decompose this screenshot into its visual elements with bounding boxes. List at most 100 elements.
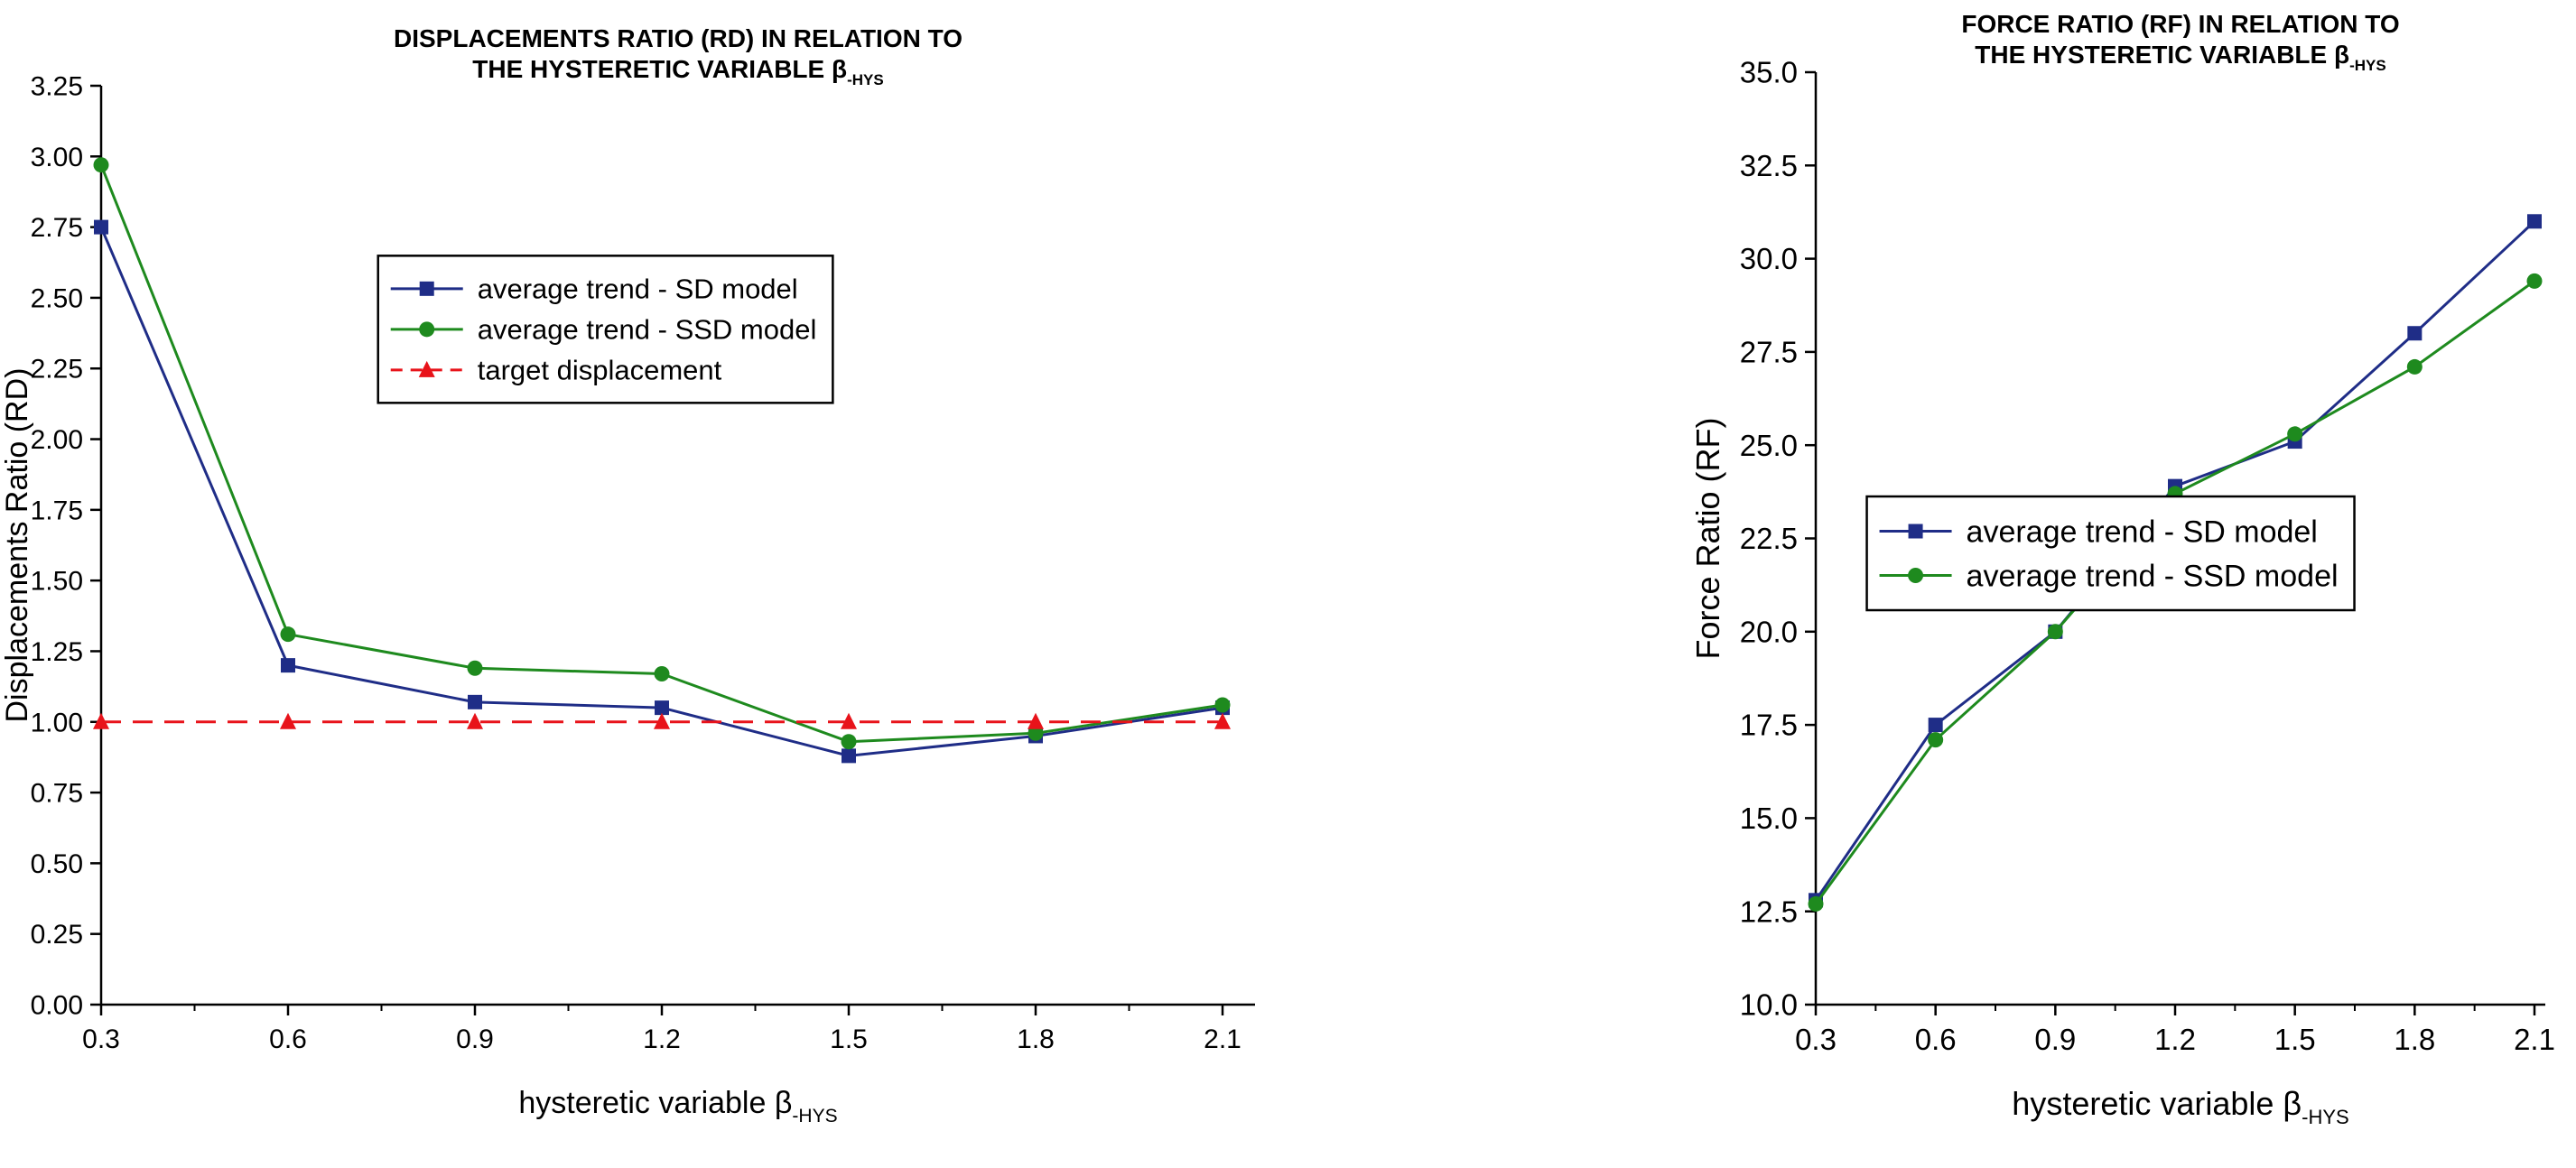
marker-circle bbox=[841, 734, 857, 750]
x-tick-label: 1.5 bbox=[2274, 1023, 2316, 1056]
marker-circle bbox=[93, 157, 109, 173]
marker-circle bbox=[1908, 568, 1924, 584]
series-line bbox=[99, 164, 1223, 744]
marker-triangle bbox=[280, 712, 296, 729]
x-tick-label: 1.5 bbox=[830, 1024, 868, 1054]
marker-square bbox=[281, 658, 295, 673]
series-1 bbox=[93, 157, 1231, 750]
y-tick-label: 27.5 bbox=[1740, 335, 1798, 368]
marker-square bbox=[1908, 524, 1923, 539]
marker-circle bbox=[280, 626, 296, 643]
axes: 0.00 0.25 0.50 0.75 1.00 1.25 1.50 1.75 2.00 2.25… bbox=[31, 72, 1255, 1054]
y-tick-label: 0.25 bbox=[31, 920, 83, 950]
y-tick-label: 30.0 bbox=[1740, 242, 1798, 275]
marker-circle bbox=[1808, 895, 1824, 912]
y-tick-label: 0.00 bbox=[31, 991, 83, 1021]
chart-title-line: DISPLACEMENTS RATIO (RD) IN RELATION TO bbox=[394, 24, 963, 52]
y-tick-label: 17.5 bbox=[1740, 709, 1798, 742]
legend-label: average trend - SD model bbox=[478, 273, 798, 305]
chart-title-line: FORCE RATIO (RF) IN RELATION TO bbox=[1961, 10, 2399, 38]
x-tick-label: 0.6 bbox=[1915, 1023, 1957, 1056]
series-1 bbox=[1808, 273, 2543, 912]
marker-triangle bbox=[467, 712, 483, 729]
y-tick-label: 0.75 bbox=[31, 779, 83, 809]
legend: average trend - SD model average trend - … bbox=[1865, 495, 2356, 612]
y-axis-title: Force Ratio (RF) bbox=[1689, 417, 1726, 659]
y-tick-label: 1.50 bbox=[31, 567, 83, 597]
y-tick-label: 1.75 bbox=[31, 496, 83, 525]
displacements-ratio-chart-svg: DISPLACEMENTS RATIO (RD) IN RELATION TO T… bbox=[0, 24, 1255, 1126]
marker-circle bbox=[1028, 725, 1044, 741]
x-tick-label: 0.3 bbox=[82, 1024, 120, 1054]
x-tick-label: 0.9 bbox=[2034, 1023, 2076, 1056]
y-tick-label: 12.5 bbox=[1740, 895, 1798, 928]
marker-circle bbox=[467, 660, 483, 676]
displacements-ratio-chart: DISPLACEMENTS RATIO (RD) IN RELATION TO T… bbox=[0, 24, 1255, 1126]
marker-triangle bbox=[654, 712, 670, 729]
marker-triangle bbox=[1028, 712, 1044, 729]
x-tick-label: 1.8 bbox=[2394, 1023, 2435, 1056]
y-tick-label: 1.00 bbox=[31, 708, 83, 737]
marker-square bbox=[842, 748, 856, 764]
marker-square bbox=[468, 694, 482, 709]
x-tick-label: 1.2 bbox=[643, 1024, 681, 1054]
y-tick-label: 22.5 bbox=[1740, 522, 1798, 555]
legend-box bbox=[1865, 495, 2356, 612]
y-axis-title: Displacements Ratio (RD) bbox=[0, 368, 34, 723]
chart-title: FORCE RATIO (RF) IN RELATION TO THE HYSTE… bbox=[1961, 10, 2399, 74]
x-tick-label: 0.6 bbox=[269, 1024, 307, 1054]
marker-circle bbox=[419, 321, 435, 338]
marker-square bbox=[1928, 718, 1943, 733]
marker-square bbox=[2407, 326, 2423, 341]
y-tick-label: 3.00 bbox=[31, 143, 83, 172]
x-tick-label: 2.1 bbox=[2514, 1023, 2555, 1056]
marker-circle bbox=[654, 666, 670, 682]
marker-square bbox=[419, 281, 434, 296]
force-ratio-chart: FORCE RATIO (RF) IN RELATION TO THE HYSTE… bbox=[1288, 0, 2575, 1168]
marker-circle bbox=[2526, 273, 2543, 289]
legend-label: target displacement bbox=[478, 355, 722, 386]
y-tick-label: 25.0 bbox=[1740, 429, 1798, 462]
chart-title: DISPLACEMENTS RATIO (RD) IN RELATION TO T… bbox=[394, 24, 963, 88]
marker-triangle bbox=[1214, 712, 1231, 729]
marker-circle bbox=[2287, 426, 2303, 442]
y-tick-label: 35.0 bbox=[1740, 56, 1798, 89]
y-tick-label: 15.0 bbox=[1740, 802, 1798, 835]
y-tick-label: 10.0 bbox=[1740, 988, 1798, 1022]
y-tick-label: 20.0 bbox=[1740, 615, 1798, 648]
marker-triangle bbox=[418, 360, 435, 377]
x-tick-label: 0.9 bbox=[456, 1024, 494, 1054]
marker-square bbox=[2527, 214, 2542, 229]
y-tick-label: 2.25 bbox=[31, 355, 83, 385]
legend-label: average trend - SD model bbox=[1967, 514, 2318, 549]
x-axis-title: hysteretic variable β-HYS bbox=[518, 1086, 837, 1126]
legend-label: average trend - SSD model bbox=[1967, 559, 2339, 593]
y-tick-label: 32.5 bbox=[1740, 149, 1798, 182]
marker-square bbox=[655, 700, 669, 716]
x-tick-label: 1.8 bbox=[1017, 1024, 1055, 1054]
legend: average trend - SD model average trend - … bbox=[377, 255, 834, 404]
y-tick-label: 0.50 bbox=[31, 849, 83, 879]
force-ratio-chart-svg: FORCE RATIO (RF) IN RELATION TO THE HYSTE… bbox=[1689, 10, 2555, 1128]
marker-square bbox=[94, 219, 108, 235]
legend-label: average trend - SSD model bbox=[478, 314, 817, 346]
y-tick-label: 3.25 bbox=[31, 72, 83, 102]
chart-title-line: THE HYSTERETIC VARIABLE β-HYS bbox=[1975, 41, 2385, 74]
y-tick-label: 1.25 bbox=[31, 637, 83, 667]
y-tick-label: 2.00 bbox=[31, 425, 83, 455]
series-2 bbox=[93, 712, 1231, 729]
y-tick-label: 2.75 bbox=[31, 213, 83, 243]
x-tick-label: 1.2 bbox=[2154, 1023, 2196, 1056]
chart-title-line: THE HYSTERETIC VARIABLE β-HYS bbox=[472, 55, 883, 88]
marker-circle bbox=[2406, 358, 2423, 375]
x-tick-label: 0.3 bbox=[1795, 1023, 1837, 1056]
x-axis-title: hysteretic variable β-HYS bbox=[2012, 1085, 2348, 1128]
x-tick-label: 2.1 bbox=[1204, 1024, 1242, 1054]
marker-circle bbox=[1928, 732, 1944, 748]
marker-triangle bbox=[841, 712, 857, 729]
axes: 10.0 12.5 15.0 17.5 20.0 22.5 25.0 27.5 30.0 32.5… bbox=[1740, 56, 2555, 1056]
y-tick-label: 2.50 bbox=[31, 283, 83, 313]
marker-triangle bbox=[93, 712, 109, 729]
marker-circle bbox=[2047, 624, 2063, 640]
